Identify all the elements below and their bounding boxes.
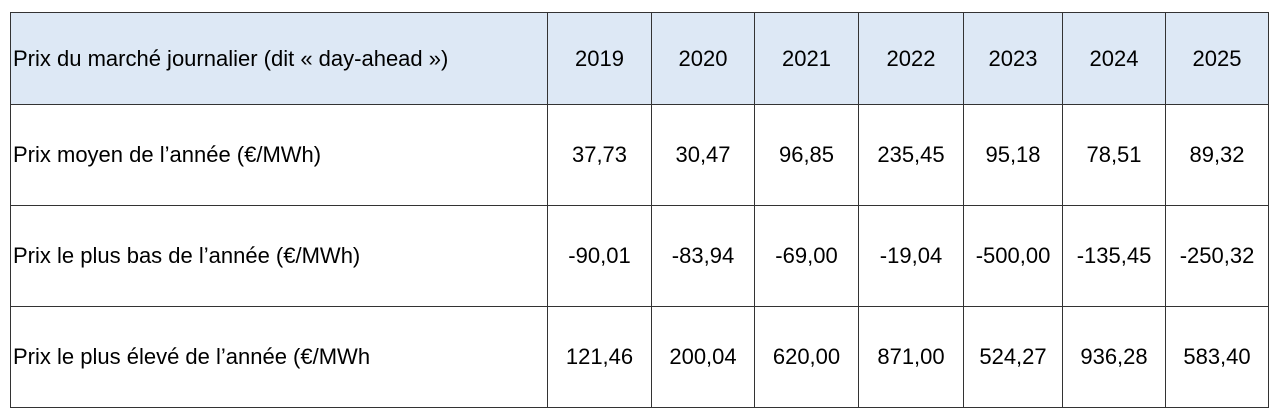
cell: 200,04 xyxy=(651,306,755,408)
cell: 96,85 xyxy=(754,104,859,206)
cell: 620,00 xyxy=(754,306,859,408)
cell: 89,32 xyxy=(1165,104,1269,206)
cell: 2021 xyxy=(754,12,859,105)
cell: 2019 xyxy=(547,12,652,105)
cell: -250,32 xyxy=(1165,205,1269,307)
cell: 37,73 xyxy=(547,104,652,206)
row-label: Prix le plus élevé de l’année (€/MWh xyxy=(10,306,548,408)
cell: -135,45 xyxy=(1062,205,1166,307)
cell: 936,28 xyxy=(1062,306,1166,408)
cell: -90,01 xyxy=(547,205,652,307)
price-table: Prix du marché journalier (dit « day-ahe… xyxy=(10,12,1269,408)
cell: 2023 xyxy=(963,12,1063,105)
header-row: Prix du marché journalier (dit « day-ahe… xyxy=(10,12,1269,105)
cell: 78,51 xyxy=(1062,104,1166,206)
cell: 30,47 xyxy=(651,104,755,206)
cell: 95,18 xyxy=(963,104,1063,206)
cell: 2020 xyxy=(651,12,755,105)
row-label: Prix du marché journalier (dit « day-ahe… xyxy=(10,12,548,105)
cell: 583,40 xyxy=(1165,306,1269,408)
data-row: Prix moyen de l’année (€/MWh) 37,73 30,47 9… xyxy=(10,104,1269,206)
cell: 235,45 xyxy=(858,104,964,206)
cell: 121,46 xyxy=(547,306,652,408)
cell: -83,94 xyxy=(651,205,755,307)
cell: 2022 xyxy=(858,12,964,105)
row-label: Prix moyen de l’année (€/MWh) xyxy=(10,104,548,206)
cell: 2025 xyxy=(1165,12,1269,105)
cell: -500,00 xyxy=(963,205,1063,307)
data-row: Prix le plus bas de l’année (€/MWh) -90,0… xyxy=(10,205,1269,307)
row-label: Prix le plus bas de l’année (€/MWh) xyxy=(10,205,548,307)
cell: 871,00 xyxy=(858,306,964,408)
data-row: Prix le plus élevé de l’année (€/MWh 121,… xyxy=(10,306,1269,408)
cell: 2024 xyxy=(1062,12,1166,105)
cell: -69,00 xyxy=(754,205,859,307)
cell: 524,27 xyxy=(963,306,1063,408)
cell: -19,04 xyxy=(858,205,964,307)
